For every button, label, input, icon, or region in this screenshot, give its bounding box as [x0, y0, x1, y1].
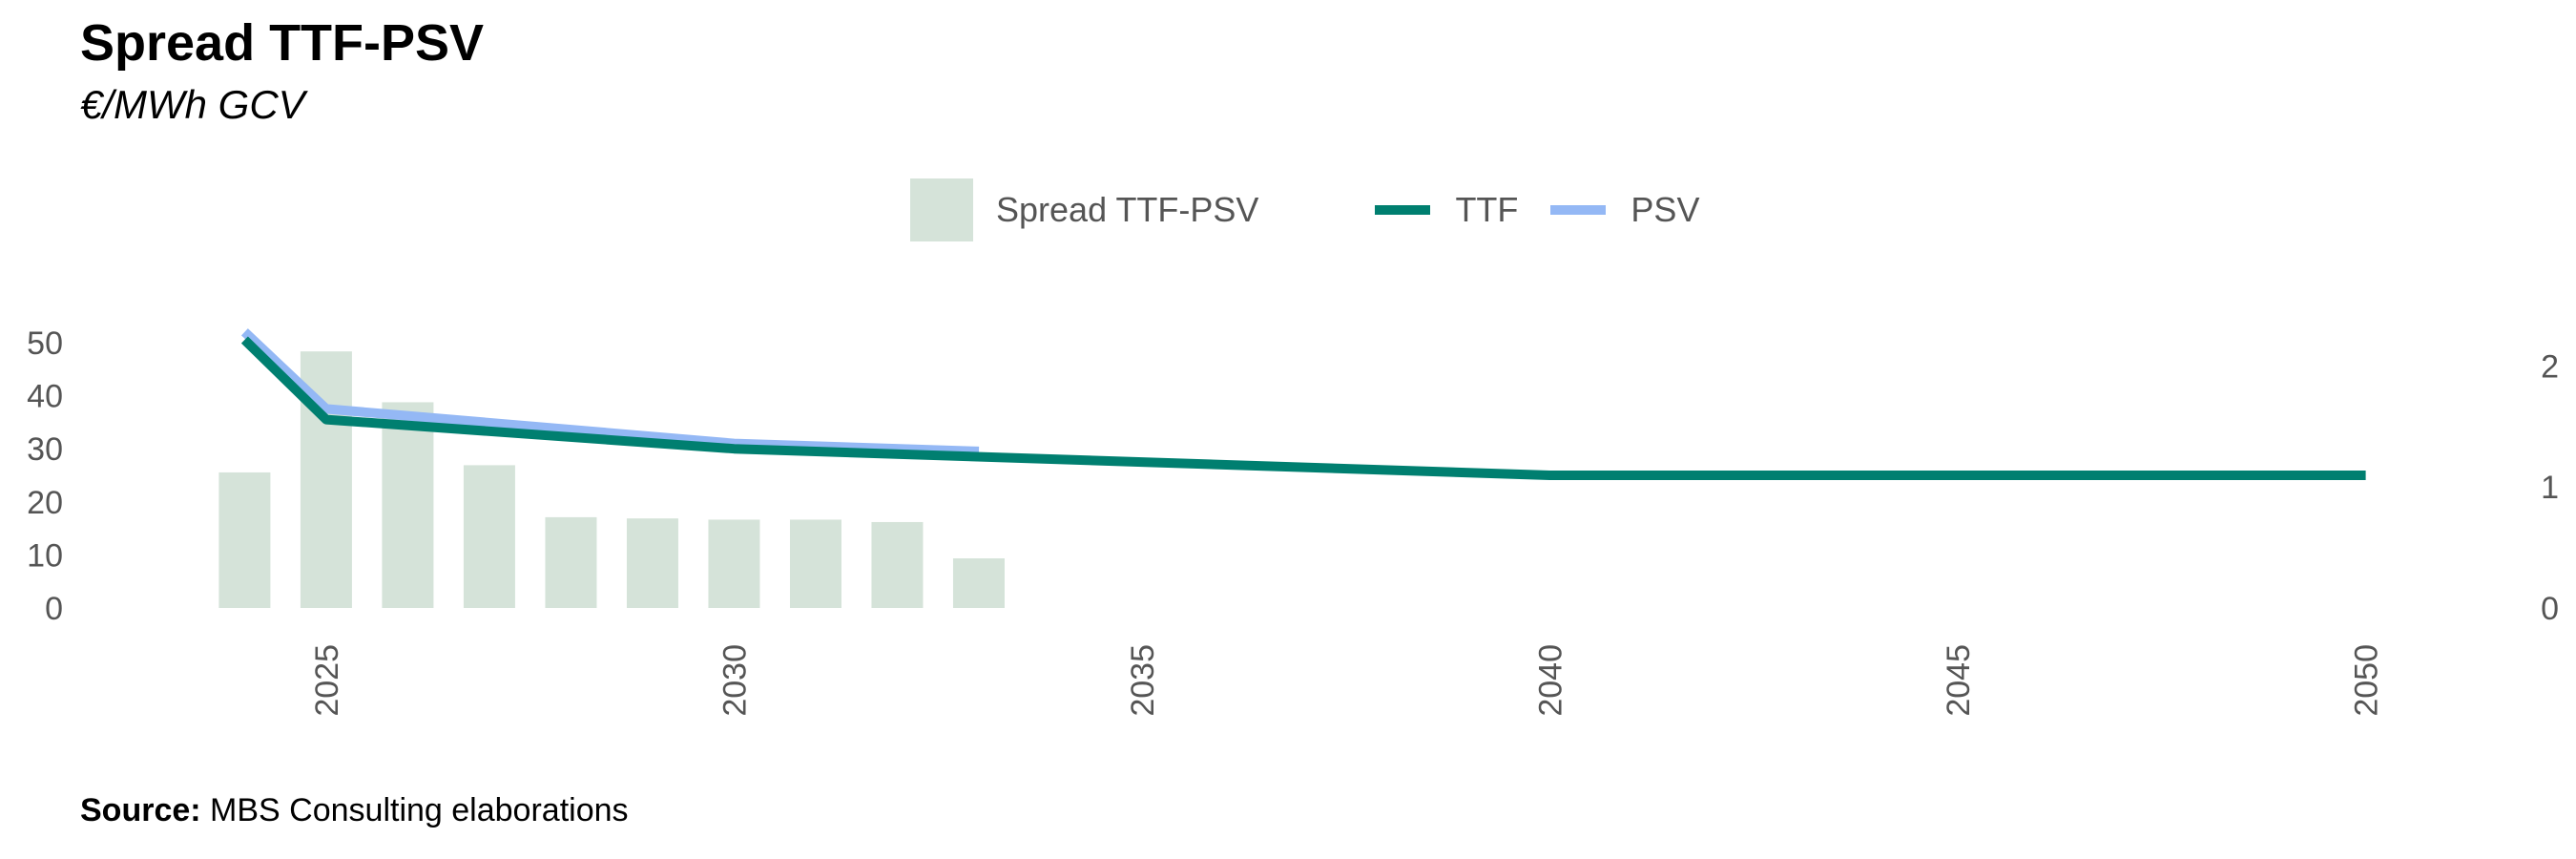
y-left-tick-label: 0 [45, 591, 63, 627]
legend-label-psv: PSV [1631, 190, 1700, 229]
psv-line [240, 328, 980, 456]
x-tick-label: 2050 [2349, 644, 2385, 717]
spread-bar [626, 518, 678, 608]
x-tick-label: 2030 [717, 644, 753, 717]
source-text: MBS Consulting elaborations [210, 792, 629, 828]
y-right-tick-label: 0 [2541, 591, 2559, 627]
spread-bar [463, 465, 515, 608]
spread-bar [789, 519, 841, 608]
legend-swatch-psv [1550, 205, 1607, 215]
y-left-tick-label: 30 [27, 431, 63, 468]
legend-item-spread: Spread TTF-PSV [910, 178, 1258, 241]
x-tick-label: 2025 [309, 644, 345, 717]
y-left-tick-label: 50 [27, 325, 63, 362]
source-note: Source: MBS Consulting elaborations [80, 792, 629, 829]
y-left-tick-label: 20 [27, 485, 63, 521]
source-label: Source: [80, 792, 201, 828]
x-tick-label: 2045 [1941, 644, 1977, 717]
legend-item-ttf: TTF [1375, 190, 1518, 230]
y-right-tick-label: 2 [2541, 348, 2559, 385]
legend-item-psv: PSV [1550, 190, 1699, 230]
spread-bar [218, 471, 271, 608]
legend-swatch-ttf [1375, 205, 1431, 215]
x-tick-label: 2040 [1533, 644, 1569, 717]
spread-bar [871, 521, 924, 608]
spread-bar [382, 402, 434, 608]
y-right-tick-label: 1 [2541, 470, 2559, 506]
legend-label-spread: Spread TTF-PSV [996, 190, 1259, 229]
legend-swatch-spread [910, 178, 973, 241]
x-tick-label: 2035 [1125, 644, 1161, 717]
ttf-line [240, 336, 2366, 480]
spread-bar [952, 558, 1005, 608]
spread-bar [708, 519, 760, 608]
y-left-tick-label: 40 [27, 379, 63, 415]
legend-label-ttf: TTF [1455, 190, 1519, 229]
y-left-tick-label: 10 [27, 537, 63, 574]
chart-title: Spread TTF-PSV [80, 14, 485, 72]
chart-legend: Spread TTF-PSV TTF PSV [910, 177, 1699, 243]
chart-subtitle: €/MWh GCV [80, 82, 305, 127]
spread-bar [545, 516, 597, 608]
